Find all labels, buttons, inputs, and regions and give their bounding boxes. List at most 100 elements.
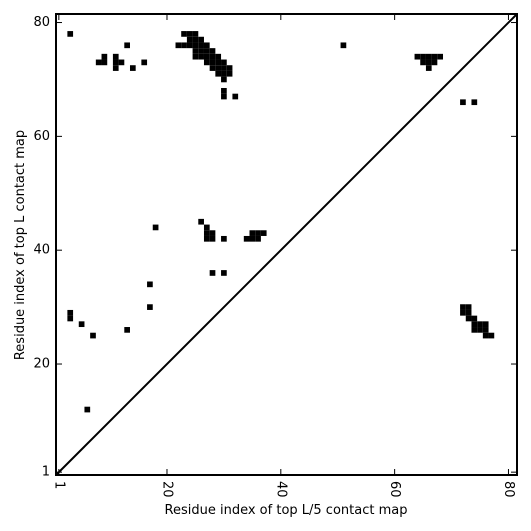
contact-cell <box>67 309 74 316</box>
contact-cell <box>67 315 74 322</box>
contact-cell <box>221 93 227 100</box>
contact-cell <box>425 59 432 66</box>
contact-cell <box>221 87 227 94</box>
contact-cell <box>181 31 187 37</box>
contact-cell <box>221 76 227 83</box>
contact-cell <box>198 36 204 43</box>
contact-cell <box>101 53 108 60</box>
contact-cell <box>255 235 261 242</box>
contact-cell <box>124 42 130 49</box>
y-tick-label: 40 <box>33 243 50 258</box>
contact-cell <box>198 218 204 225</box>
contact-cell <box>198 53 204 60</box>
contact-cell <box>226 70 233 77</box>
contact-cell <box>192 36 199 43</box>
y-axis-label: Residue index of top L contact map <box>13 130 28 360</box>
x-tick-label: 60 <box>387 481 402 498</box>
contact-cell <box>465 315 472 322</box>
contact-cell <box>215 53 222 60</box>
contact-cell <box>198 42 204 49</box>
contact-cell <box>221 59 227 66</box>
contact-cell <box>129 65 136 71</box>
contact-cell <box>209 270 216 276</box>
contact-cell <box>192 48 199 54</box>
contact-cell <box>84 406 91 413</box>
x-axis-label: Residue index of top L/5 contact map <box>165 503 408 518</box>
contact-cell <box>221 270 227 276</box>
contact-cell <box>226 65 233 71</box>
contact-cell <box>420 59 426 66</box>
contact-cell <box>425 65 432 71</box>
contact-cell <box>465 304 472 310</box>
contact-cell <box>181 42 187 49</box>
contact-cell <box>124 327 130 333</box>
contact-cell <box>425 53 432 60</box>
contact-cell <box>460 304 466 310</box>
contact-cell <box>203 53 210 60</box>
contact-cell <box>477 321 483 328</box>
contact-cell <box>460 99 466 106</box>
contact-cell <box>203 230 210 236</box>
contact-cell <box>460 309 466 316</box>
y-tick-label: 60 <box>33 129 50 144</box>
contact-cell <box>209 235 216 242</box>
contact-cell <box>192 53 199 60</box>
contact-cell <box>249 230 256 236</box>
contact-cell <box>414 53 421 60</box>
x-tick-label: 20 <box>159 481 174 498</box>
contact-cell <box>203 59 210 66</box>
contact-cell <box>186 36 193 43</box>
contact-cell <box>255 230 261 236</box>
contact-cell <box>141 59 148 66</box>
contact-cell <box>221 65 227 71</box>
contact-cell <box>152 224 159 231</box>
y-tick-label: 80 <box>33 15 50 30</box>
contact-cell <box>209 59 216 66</box>
contact-cell <box>192 31 199 37</box>
x-tick-label: 1 <box>51 481 66 489</box>
x-tick-label: 80 <box>501 481 516 498</box>
contact-cell <box>118 59 125 66</box>
contact-cell <box>112 65 119 71</box>
contact-cell <box>215 59 222 66</box>
contact-cell <box>471 327 478 333</box>
contact-cell <box>203 48 210 54</box>
contact-cell <box>482 327 489 333</box>
contact-cell <box>260 230 267 236</box>
contact-cell <box>482 332 489 339</box>
contact-cell <box>471 315 478 322</box>
contact-cell <box>95 59 102 66</box>
contact-cell <box>203 224 210 231</box>
contact-cell <box>175 42 182 49</box>
contact-cell <box>192 42 199 49</box>
contact-cell <box>209 48 216 54</box>
contact-cell <box>471 321 478 328</box>
contact-cell <box>112 53 119 60</box>
contact-cell <box>147 304 153 310</box>
contact-cell <box>198 48 204 54</box>
contact-cell <box>209 53 216 60</box>
contact-cell <box>78 321 85 328</box>
contact-cell <box>147 281 153 288</box>
contact-cell <box>431 53 438 60</box>
contact-cell <box>232 93 239 100</box>
contact-cell <box>488 332 495 339</box>
contact-cell <box>243 235 250 242</box>
contact-cell <box>431 59 438 66</box>
contact-cell <box>465 309 472 316</box>
plot-frame <box>55 13 518 476</box>
contact-cell <box>101 59 108 66</box>
contact-cell <box>221 70 227 77</box>
contact-cell <box>186 31 193 37</box>
contact-cell <box>249 235 256 242</box>
contact-cell <box>420 53 426 60</box>
contact-cell <box>482 321 489 328</box>
contact-cell <box>215 70 222 77</box>
y-tick-label: 20 <box>33 357 50 372</box>
contact-cell <box>471 99 478 106</box>
contact-cell <box>477 327 483 333</box>
contact-cell <box>215 65 222 71</box>
diagonal-line <box>55 13 518 476</box>
contact-cell <box>90 332 96 339</box>
contact-cell <box>209 65 216 71</box>
